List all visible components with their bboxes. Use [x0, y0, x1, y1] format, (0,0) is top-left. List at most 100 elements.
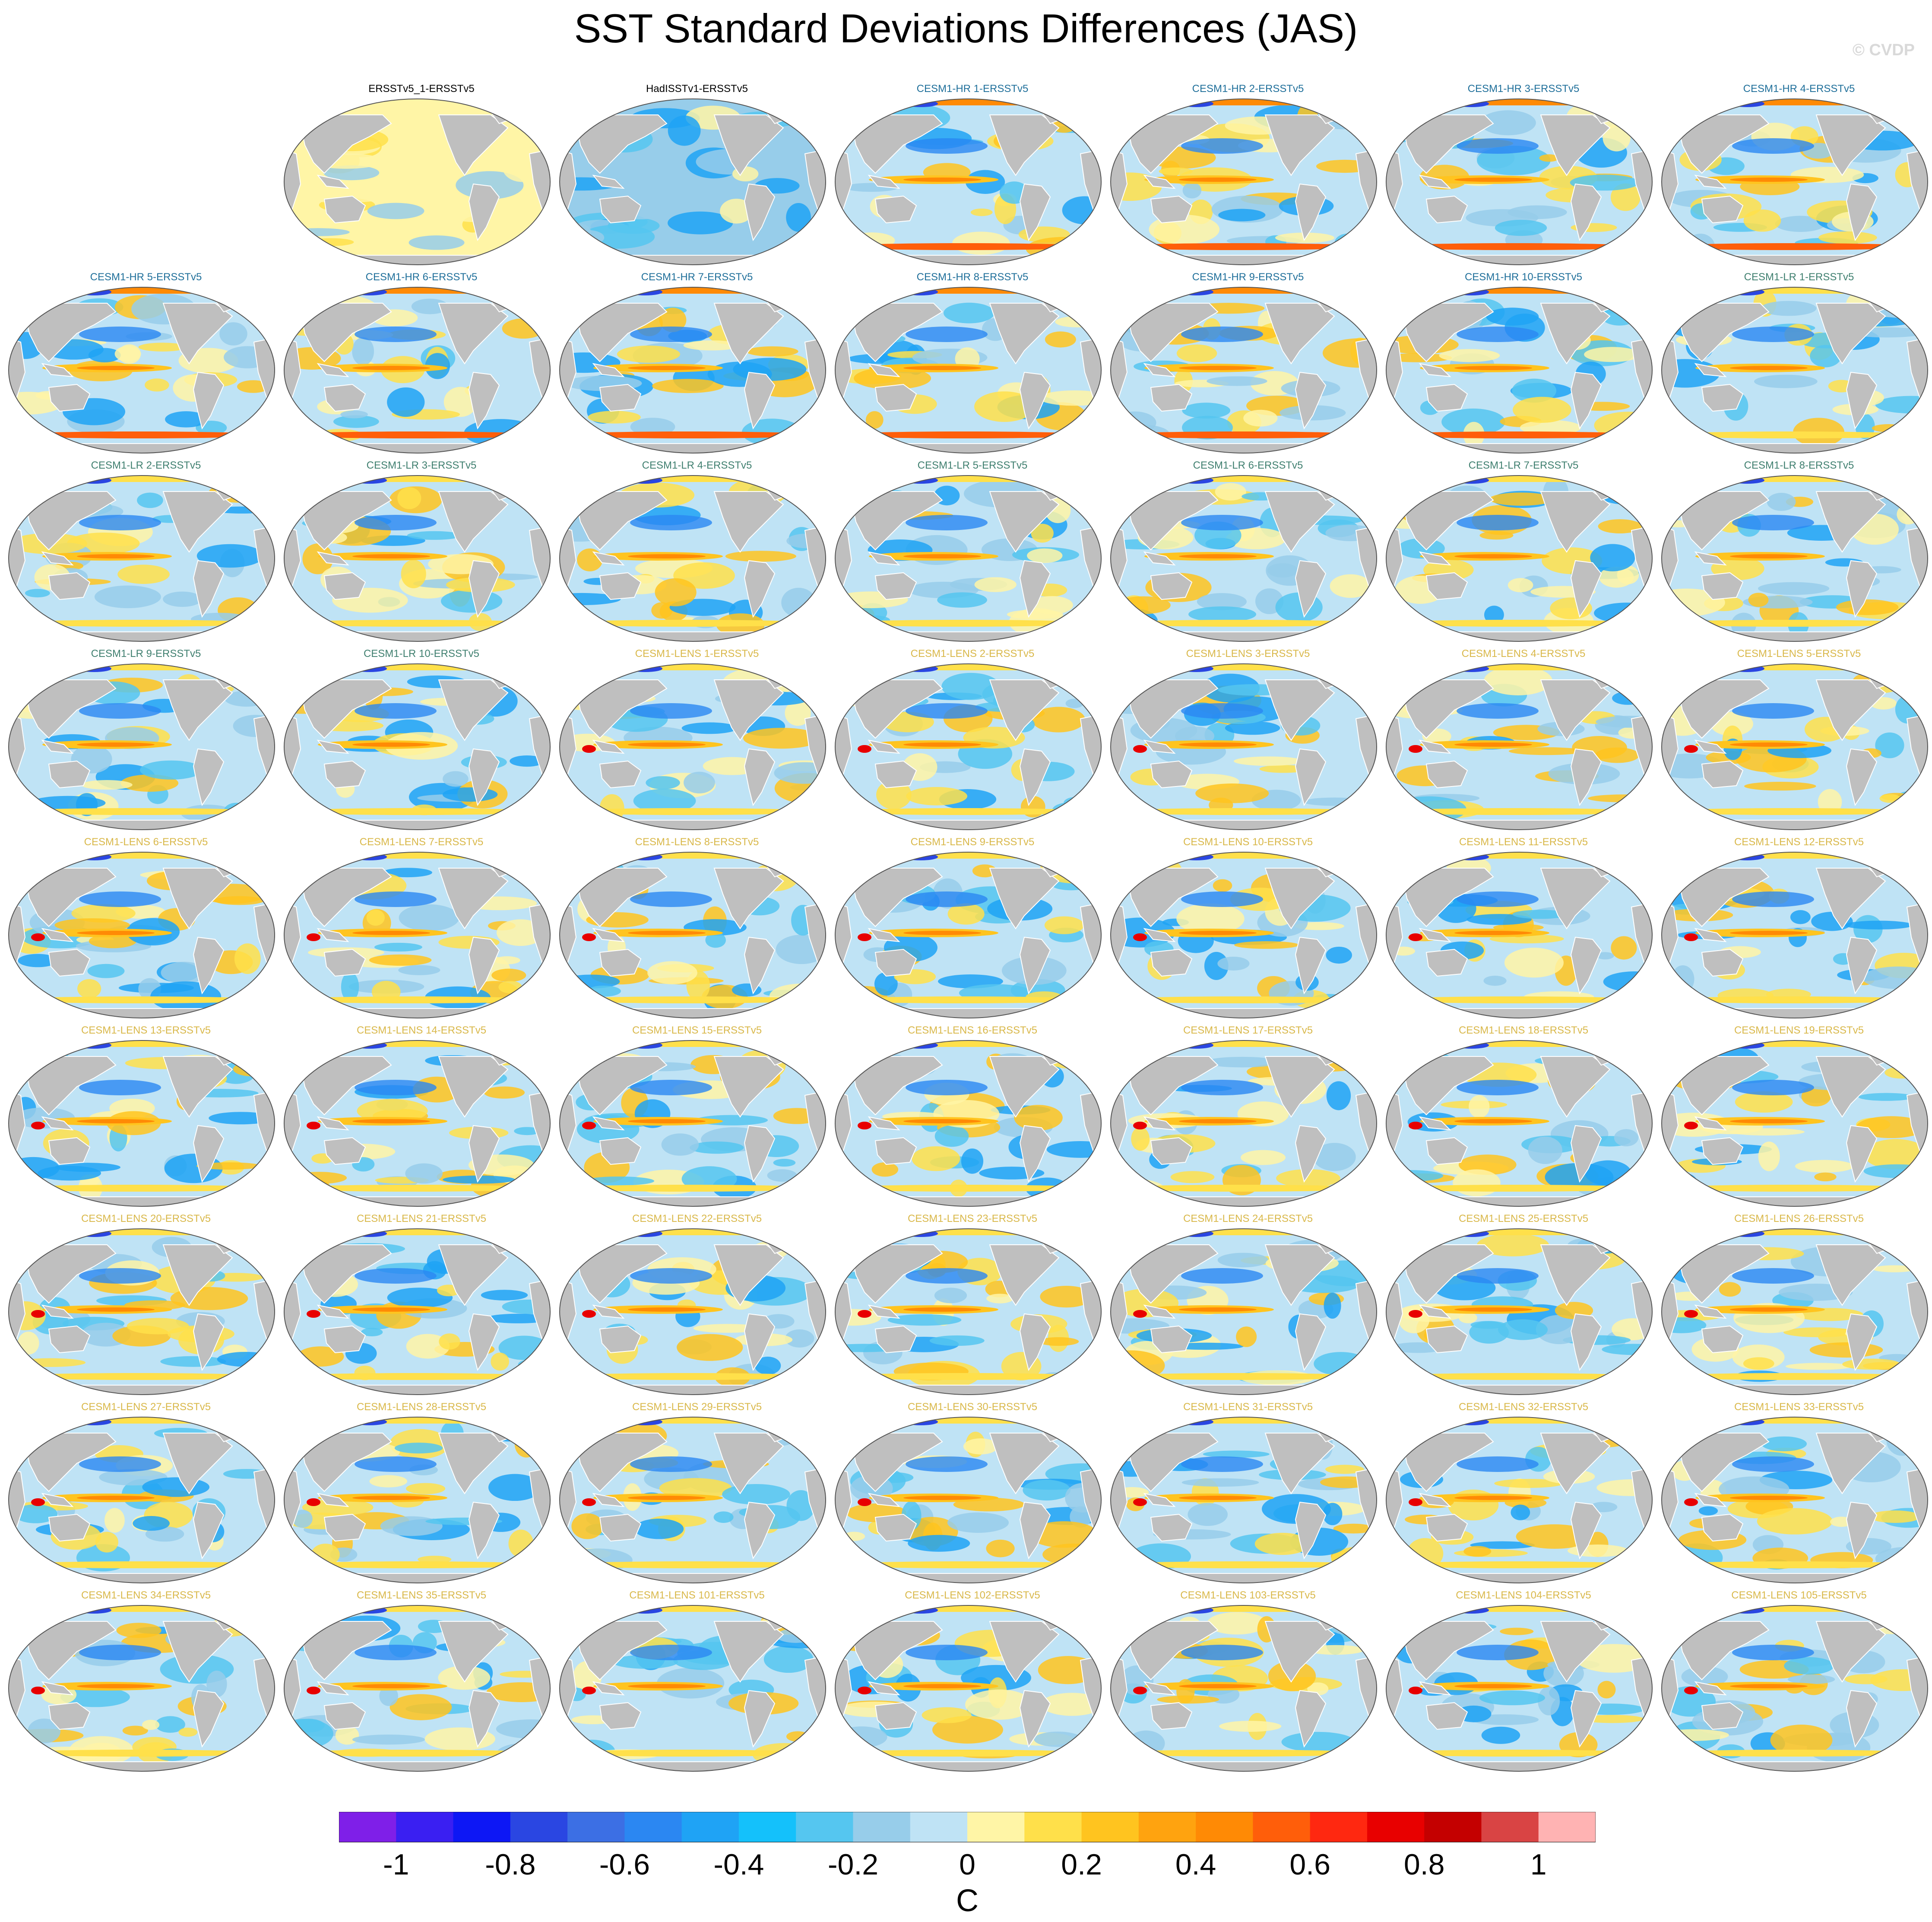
- south-america-land: [1846, 1313, 1878, 1371]
- map-panel: CESM1-LR 7-ERSSTv5: [1385, 460, 1662, 648]
- anomaly-patch: [1671, 1173, 1699, 1199]
- anomaly-patch: [140, 760, 203, 780]
- south-america-land: [1295, 1313, 1327, 1371]
- map-outline: [835, 98, 1102, 265]
- equatorial-band-core: [903, 1119, 981, 1123]
- anomaly-patch: [1590, 544, 1635, 571]
- anomaly-patch: [214, 896, 264, 905]
- warm-pool-patch: [31, 1498, 45, 1506]
- maritime-continent-land: [1419, 363, 1451, 377]
- anomaly-patch: [1758, 1142, 1780, 1171]
- warm-pool-patch: [582, 745, 596, 753]
- map-panel: CESM1-LENS 35-ERSSTv5: [283, 1589, 560, 1778]
- north-pacific-patch: [630, 703, 712, 719]
- anomaly-patch: [583, 1176, 655, 1186]
- anomaly-patch: [1511, 1504, 1530, 1520]
- asia-land: [851, 1056, 943, 1116]
- maritime-continent-land: [1694, 1304, 1727, 1319]
- equatorial-band-core: [1179, 1496, 1257, 1500]
- asia-land: [1126, 679, 1219, 739]
- colorbar-swatch: [624, 1812, 682, 1842]
- anomaly-patch: [1856, 1116, 1926, 1139]
- map-outline: [8, 1417, 275, 1583]
- anomaly-patch: [1603, 124, 1631, 152]
- anomaly-patch: [617, 346, 681, 363]
- asia-land: [1402, 1433, 1494, 1492]
- anomaly-patch: [1743, 209, 1781, 232]
- anomaly-patch: [382, 868, 432, 878]
- north-pacific-patch: [79, 703, 161, 719]
- anomaly-patch: [1748, 593, 1769, 607]
- map-panel: HadISSTv1-ERSSTv5: [559, 83, 835, 271]
- panel-label: CESM1-LENS 18-ERSSTv5: [1458, 1024, 1589, 1036]
- anomaly-patch: [934, 1125, 969, 1147]
- map-panel: CESM1-LR 10-ERSSTv5: [283, 648, 560, 836]
- anomaly-patch: [340, 410, 368, 419]
- colorbar-tick-label: -0.8: [485, 1848, 536, 1881]
- australia-land: [599, 384, 642, 412]
- anomaly-patch: [961, 1148, 984, 1174]
- arctic-band: [886, 99, 1050, 105]
- equatorial-band-core: [1454, 1684, 1532, 1688]
- warm-pool-patch: [1409, 1498, 1422, 1506]
- panel-label: CESM1-HR 8-ERSSTv5: [916, 271, 1029, 283]
- panel-label: CESM1-LENS 5-ERSSTv5: [1737, 648, 1861, 660]
- anomaly-patch: [887, 1314, 962, 1326]
- map-panel: CESM1-LR 8-ERSSTv5: [1661, 460, 1932, 648]
- anomaly-patch: [196, 544, 264, 568]
- map-outline: [1386, 1228, 1653, 1395]
- colorbar-tick-label: 0: [959, 1848, 976, 1881]
- arctic-cool-patch: [352, 665, 387, 672]
- anomaly-patch: [974, 391, 1035, 422]
- anomaly-patch: [746, 346, 798, 357]
- warm-pool-patch: [1684, 1498, 1698, 1506]
- anomaly-patch: [508, 1529, 534, 1558]
- equatorial-band-core: [628, 554, 706, 558]
- maritime-continent-land: [868, 363, 900, 377]
- africa-left-land: [1386, 1278, 1403, 1345]
- colorbar-border: [339, 1812, 1596, 1843]
- map-outline: [284, 475, 551, 642]
- south-america-land: [1295, 1501, 1327, 1560]
- anomaly-patch: [786, 1731, 809, 1742]
- north-pacific-patch: [906, 1268, 988, 1284]
- arctic-cool-patch: [1730, 1418, 1764, 1425]
- anomaly-patch: [291, 1172, 347, 1184]
- anomaly-patch: [986, 1539, 1015, 1557]
- australia-land: [599, 572, 642, 600]
- panel-label: CESM1-LENS 7-ERSSTv5: [359, 836, 484, 848]
- anomaly-patch: [743, 728, 821, 749]
- maritime-continent-land: [41, 739, 74, 754]
- asia-land: [300, 868, 392, 927]
- maritime-continent-land: [317, 363, 349, 377]
- south-america-land: [1295, 183, 1327, 241]
- page-title: SST Standard Deviations Differences (JAS…: [574, 6, 1358, 51]
- anomaly-patch: [1267, 563, 1298, 578]
- sst-map: [1386, 852, 1653, 1018]
- map-outline: [1661, 663, 1928, 830]
- arctic-band: [611, 476, 775, 482]
- anomaly-patch: [1760, 301, 1817, 316]
- anomaly-patch: [116, 1623, 162, 1638]
- arctic-cool-patch: [77, 1230, 111, 1237]
- australia-land: [48, 572, 91, 600]
- sst-map: [1110, 1228, 1377, 1395]
- equatorial-band-core: [352, 742, 430, 747]
- anomaly-patch: [1538, 1686, 1560, 1716]
- anomaly-patch: [369, 954, 432, 966]
- australia-land: [1701, 1513, 1744, 1542]
- anomaly-patch: [1480, 110, 1536, 136]
- north-pacific-patch: [355, 703, 437, 719]
- arctic-band: [886, 853, 1050, 859]
- anomaly-patch: [409, 235, 465, 250]
- south-america-land: [744, 936, 776, 995]
- equatorial-band-core: [903, 1496, 981, 1500]
- maritime-continent-land: [317, 174, 349, 189]
- anomaly-patch: [1195, 783, 1269, 803]
- arctic-cool-patch: [628, 853, 662, 860]
- anomaly-patch: [1809, 1342, 1883, 1358]
- anomaly-patch: [1528, 1136, 1562, 1164]
- equatorial-band-core: [903, 1684, 981, 1688]
- maritime-continent-land: [868, 174, 900, 189]
- sst-map: [1110, 663, 1377, 830]
